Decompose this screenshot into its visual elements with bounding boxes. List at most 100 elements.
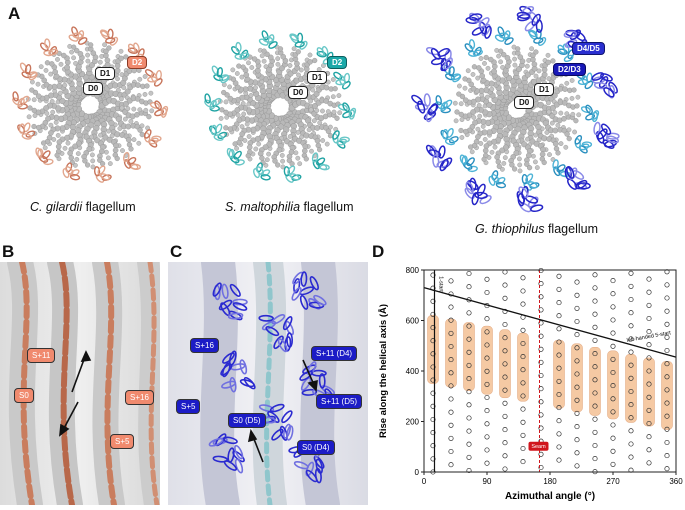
spoke-blob bbox=[459, 135, 465, 140]
lattice-point bbox=[556, 418, 562, 424]
lattice-point bbox=[628, 270, 634, 276]
d4d5-domain bbox=[593, 81, 608, 90]
spoke-blob bbox=[223, 125, 229, 131]
lattice-point bbox=[448, 396, 454, 402]
spoke-blob bbox=[35, 81, 41, 87]
spoke-blob bbox=[478, 56, 484, 61]
five-start-annotation: left-handed 5-start bbox=[626, 330, 671, 344]
spoke-blob bbox=[58, 61, 64, 67]
d4d5-domain bbox=[600, 123, 612, 135]
outer-domain bbox=[267, 34, 275, 45]
d4d5-domain bbox=[600, 73, 613, 82]
beta-sheet-blob bbox=[300, 377, 312, 391]
spoke-blob bbox=[54, 152, 60, 158]
outer-domain bbox=[99, 29, 110, 37]
beta-sheet-blob bbox=[234, 444, 244, 460]
spoke-blob bbox=[552, 110, 558, 116]
lattice-point bbox=[520, 380, 526, 386]
lattice-point bbox=[646, 368, 652, 374]
lattice-point bbox=[448, 435, 454, 441]
lattice-point bbox=[610, 409, 616, 415]
lattice-point bbox=[430, 351, 436, 357]
outer-domain bbox=[77, 30, 85, 41]
lattice-point bbox=[520, 288, 526, 294]
spoke-blob bbox=[42, 119, 49, 126]
lattice-point bbox=[430, 403, 436, 409]
lattice-point bbox=[484, 408, 490, 414]
gt-caption: G. thiophilus flagellum bbox=[475, 222, 598, 236]
outer-domain bbox=[229, 155, 240, 164]
lattice-point bbox=[664, 466, 670, 472]
spoke-blob bbox=[43, 105, 49, 112]
lattice-point bbox=[592, 311, 598, 317]
lattice-point bbox=[664, 321, 670, 327]
outer-domain bbox=[289, 173, 300, 181]
spoke-blob bbox=[314, 108, 320, 113]
outer-domain bbox=[127, 43, 137, 53]
spoke-blob bbox=[232, 141, 238, 147]
spoke-blob bbox=[323, 98, 329, 104]
beta-sheet-blob bbox=[313, 294, 327, 306]
lattice-point bbox=[430, 311, 436, 317]
outer-domain bbox=[21, 133, 32, 140]
lattice-point bbox=[430, 298, 436, 304]
lattice-point bbox=[592, 442, 598, 449]
spoke-blob bbox=[325, 128, 332, 135]
panel-b-label-s11: S+11 bbox=[27, 348, 56, 363]
lattice-point bbox=[610, 343, 616, 349]
spoke-blob bbox=[62, 145, 68, 151]
spoke-blob bbox=[266, 151, 272, 157]
spoke-blob bbox=[566, 136, 572, 142]
lattice-point bbox=[466, 441, 472, 447]
outer-domain bbox=[527, 181, 538, 189]
d4d5-domain bbox=[440, 57, 448, 72]
spoke-blob bbox=[31, 123, 37, 130]
lattice-point bbox=[610, 461, 616, 467]
outer-domain bbox=[28, 72, 38, 81]
lattice-point bbox=[574, 332, 580, 338]
spoke-blob bbox=[479, 73, 485, 79]
outer-domain bbox=[472, 49, 483, 57]
spoke-blob bbox=[574, 103, 580, 109]
outer-domain bbox=[464, 43, 474, 52]
outer-domain bbox=[17, 97, 25, 108]
outer-domain bbox=[581, 74, 589, 86]
spoke-blob bbox=[569, 96, 575, 101]
lattice-point bbox=[466, 284, 472, 290]
spoke-blob bbox=[576, 112, 582, 118]
spoke-blob bbox=[142, 92, 148, 97]
spoke-blob bbox=[545, 52, 551, 58]
spoke-blob bbox=[230, 67, 236, 73]
lattice-point bbox=[664, 308, 670, 314]
lattice-point bbox=[502, 453, 508, 459]
beta-sheet-blob bbox=[318, 373, 326, 389]
spoke-blob bbox=[55, 57, 60, 62]
outer-domain bbox=[44, 38, 51, 49]
lattice-point bbox=[574, 437, 580, 443]
spoke-blob bbox=[470, 85, 477, 92]
lattice-point bbox=[556, 313, 562, 319]
spoke-blob bbox=[31, 97, 37, 103]
lattice-point bbox=[430, 377, 436, 383]
outer-domain bbox=[580, 106, 591, 114]
spoke-blob bbox=[136, 140, 142, 146]
spoke-blob bbox=[472, 119, 478, 126]
lattice-point bbox=[628, 310, 634, 316]
spoke-blob bbox=[114, 67, 121, 74]
spoke-blob bbox=[90, 158, 96, 164]
lattice-point bbox=[664, 334, 670, 340]
beta-sheet-blob bbox=[222, 436, 238, 445]
x-tick-label: 90 bbox=[483, 477, 492, 486]
outer-domain bbox=[255, 166, 264, 176]
spoke-blob bbox=[245, 153, 251, 159]
lattice-point bbox=[628, 402, 634, 408]
outer-domain bbox=[262, 36, 274, 43]
lattice-point bbox=[484, 394, 490, 401]
beta-sheet-blob bbox=[282, 315, 293, 331]
outer-domain bbox=[557, 44, 566, 54]
beta-sheet-blob bbox=[220, 363, 233, 376]
outer-domain bbox=[533, 37, 544, 44]
highlight-box bbox=[553, 339, 565, 409]
spoke-blob bbox=[261, 48, 267, 54]
outer-domain bbox=[574, 135, 583, 145]
